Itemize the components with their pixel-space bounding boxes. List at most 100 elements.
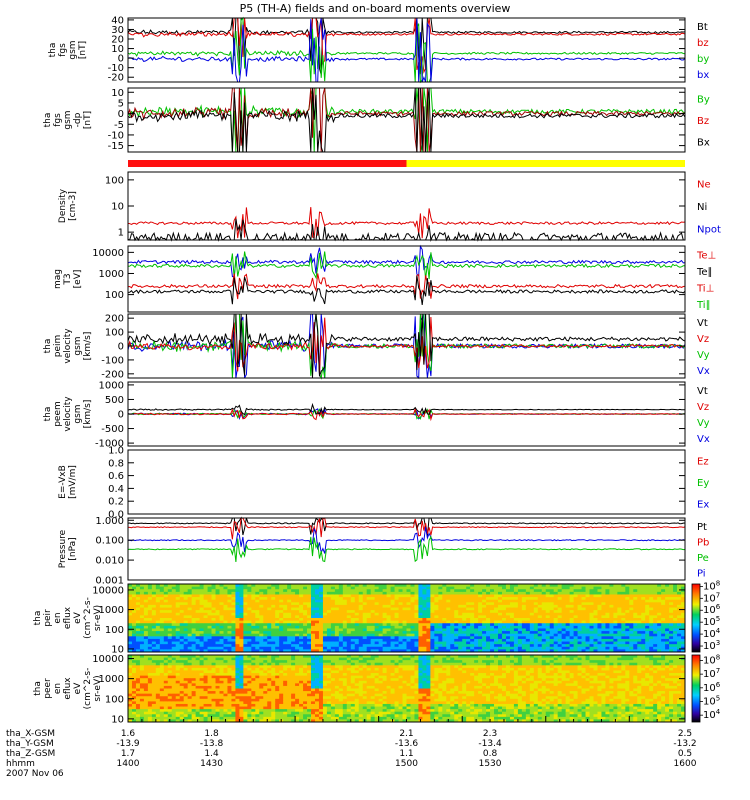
spectrogram-cell xyxy=(533,615,539,619)
spectrogram-cell xyxy=(159,641,165,645)
spectrogram-cell xyxy=(247,586,252,590)
spectrogram-cell xyxy=(454,599,459,603)
spectrogram-cell xyxy=(287,675,292,679)
spectrogram-cell xyxy=(227,594,232,598)
spectrogram-cell xyxy=(287,584,292,588)
spectrogram-cell xyxy=(541,646,547,650)
spectrogram-cell xyxy=(128,597,133,601)
spectrogram-cell xyxy=(326,591,332,595)
spectrogram-cell xyxy=(486,633,491,637)
spectrogram-cell xyxy=(155,657,161,661)
spectrogram-cell xyxy=(219,641,224,645)
spectrogram-cell xyxy=(569,584,574,588)
spectrogram-cell xyxy=(601,610,606,614)
spectrogram-cell xyxy=(553,628,559,632)
spectrogram-cell xyxy=(410,646,415,650)
spectrogram-cell xyxy=(422,607,427,611)
spectrogram-cell xyxy=(370,628,376,632)
spectrogram-cell xyxy=(661,623,666,627)
spectrogram-cell xyxy=(159,599,165,603)
spectrogram-cell xyxy=(661,604,666,608)
spectrogram-cell xyxy=(171,597,177,601)
spectrogram-cell xyxy=(386,620,391,624)
spectrogram-cell xyxy=(203,607,208,611)
spectrogram-cell xyxy=(243,673,248,677)
spectrogram-cell xyxy=(533,586,539,590)
spectrogram-cell xyxy=(482,644,487,648)
spectrogram-cell xyxy=(394,584,399,588)
spectrogram-cell xyxy=(235,620,240,624)
spectrogram-cell xyxy=(677,597,682,601)
spectrogram-cell xyxy=(235,675,240,679)
spectrogram-cell xyxy=(374,612,380,616)
spectrogram-cell xyxy=(601,623,606,627)
spectrogram-cell xyxy=(677,641,682,645)
spectrogram-cell xyxy=(271,711,276,715)
spectrogram-cell xyxy=(390,610,395,614)
spectrogram-cell xyxy=(291,696,296,700)
spectrogram-cell xyxy=(366,610,372,614)
spectrogram-cell xyxy=(239,638,244,642)
spectrogram-cell xyxy=(223,623,228,627)
spectrogram-cell xyxy=(175,680,181,684)
spectrogram-cell xyxy=(482,591,487,595)
spectrogram-cell xyxy=(589,636,594,640)
spectrogram-cell xyxy=(490,599,495,603)
spectrogram-cell xyxy=(131,584,137,588)
spectrogram-cell xyxy=(223,693,228,697)
spectrogram-cell xyxy=(430,604,435,608)
spectrogram-cell xyxy=(227,602,232,606)
y-axis-label: velocity xyxy=(63,396,73,432)
spectrogram-cell xyxy=(307,628,312,632)
spectrogram-cell xyxy=(247,646,252,650)
spectrogram-cell xyxy=(354,625,360,629)
spectrogram-cell xyxy=(203,589,208,593)
spectrogram-cell xyxy=(470,638,475,642)
spectrogram-cell xyxy=(378,641,384,645)
spectrogram-cell xyxy=(509,636,515,640)
spectrogram-cell xyxy=(677,625,682,629)
spectrogram-cell xyxy=(541,649,547,653)
spectrogram-cell xyxy=(478,625,483,629)
spectrogram-cell xyxy=(223,691,228,695)
spectrogram-cell xyxy=(374,589,380,593)
spectrogram-cell xyxy=(128,701,133,705)
spectrogram-cell xyxy=(517,638,523,642)
y-axis-label: [nT] xyxy=(83,111,93,129)
spectrogram-cell xyxy=(227,698,232,702)
spectrogram-cell xyxy=(418,604,423,608)
spectrogram-cell xyxy=(131,610,137,614)
spectrogram-cell xyxy=(235,584,240,588)
spectrogram-cell xyxy=(446,602,451,606)
spectrogram-cell xyxy=(613,638,618,642)
spectrogram-cell xyxy=(171,655,177,658)
spectrogram-cell xyxy=(215,602,220,606)
spectrogram-cell xyxy=(203,618,208,622)
spectrogram-cell xyxy=(513,649,519,653)
spectrogram-cell xyxy=(430,649,435,653)
spectrogram-cell xyxy=(545,597,551,601)
spectrogram-cell xyxy=(191,691,197,695)
spectrogram-cell xyxy=(143,636,149,640)
spectrogram-cell xyxy=(617,612,622,616)
spectrogram-cell xyxy=(131,706,137,710)
spectrogram-cell xyxy=(557,646,563,650)
spectrogram-cell xyxy=(430,625,435,629)
spectrogram-cell xyxy=(215,589,220,593)
spectrogram-cell xyxy=(501,620,507,624)
spectrogram-cell xyxy=(482,604,487,608)
spectrogram-cell xyxy=(505,612,511,616)
spectrogram-cell xyxy=(621,636,626,640)
spectrogram-cell xyxy=(609,594,614,598)
spectrogram-cell xyxy=(533,625,539,629)
spectrogram-cell xyxy=(271,628,276,632)
spectrogram-cell xyxy=(259,612,264,616)
spectrogram-cell xyxy=(131,678,137,682)
spectrogram-cell xyxy=(263,604,268,608)
spectrogram-cell xyxy=(128,673,133,677)
spectrogram-cell xyxy=(478,604,483,608)
spectrogram-cell xyxy=(338,584,344,588)
spectrogram-cell xyxy=(199,703,204,707)
spectrogram-cell xyxy=(139,602,145,606)
spectrogram-cell xyxy=(482,597,487,601)
